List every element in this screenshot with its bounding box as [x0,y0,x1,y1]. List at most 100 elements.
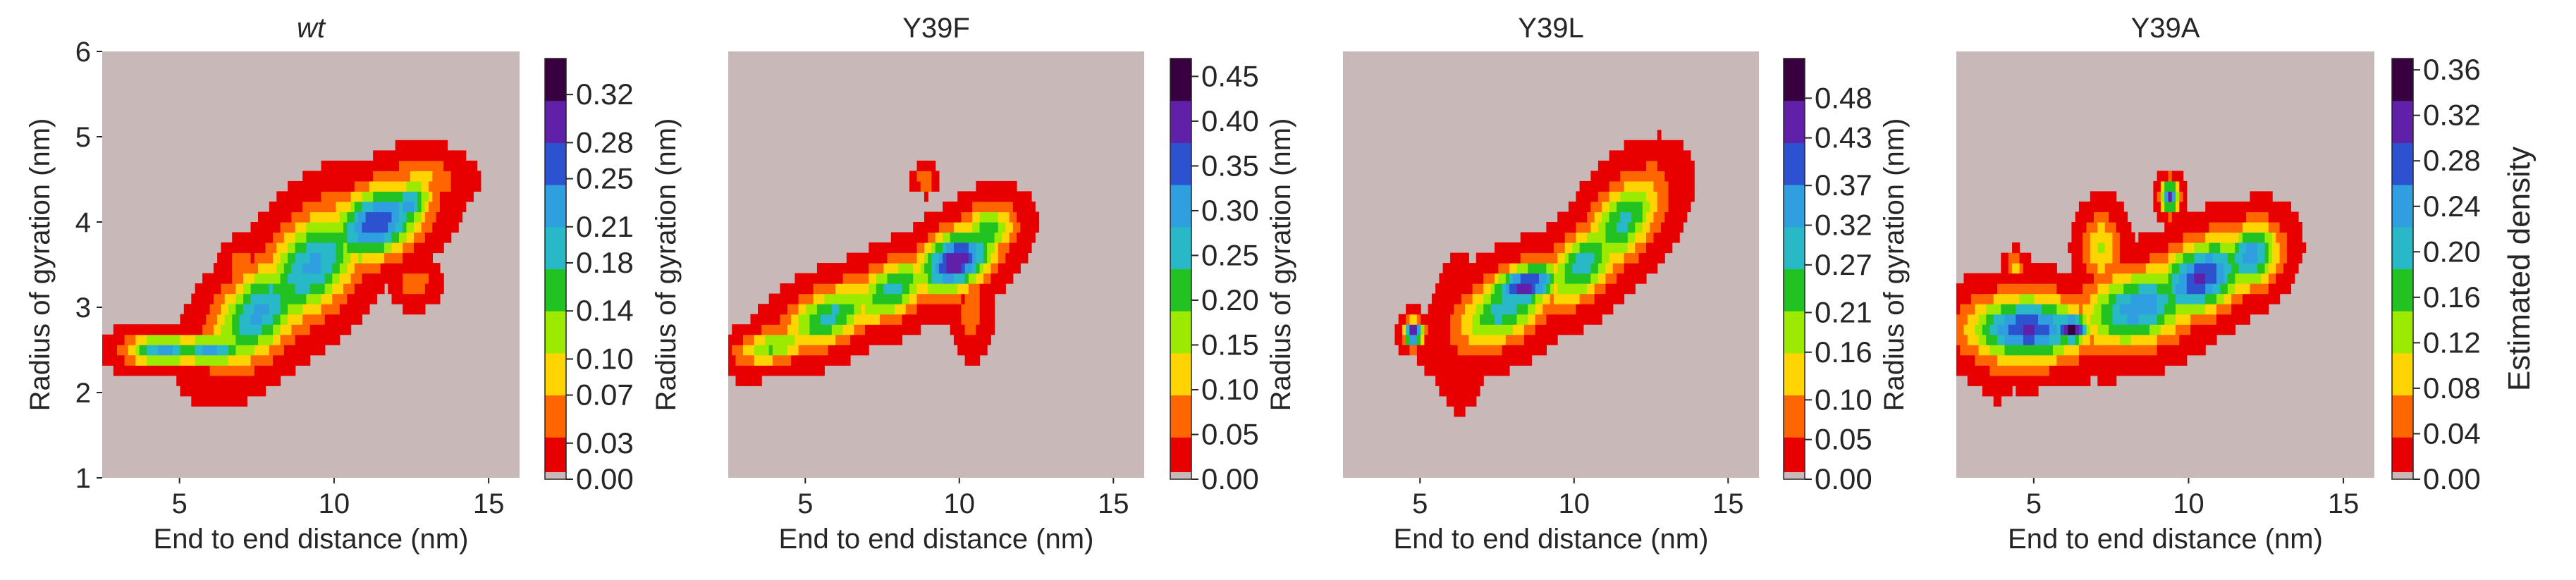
contour-cell [857,252,862,264]
contour-cell [2231,211,2235,223]
contour-cell [2157,345,2161,356]
contour-cell [1509,263,1514,274]
contour-cell [2153,252,2158,264]
contour-cell [1557,232,1562,243]
contour-cell [329,160,333,171]
contour-cell [324,283,329,295]
contour-cell [1579,263,1584,274]
contour-cell [417,273,422,284]
contour-cell [2290,252,2295,264]
contour-cell [280,354,285,366]
contour-cell [968,345,973,356]
contour-cell [2168,283,2173,295]
contour-cell [1528,232,1532,243]
contour-cell [1509,354,1514,366]
contour-cell [809,283,814,295]
contour-cell [191,385,196,397]
contour-cell [1624,242,1629,254]
contour-cell [1657,202,1662,213]
contour-cell [1594,191,1599,202]
contour-cell [358,191,362,202]
contour-cell [2001,365,2006,376]
contour-cell [2001,324,2006,335]
contour-cell [2183,345,2188,356]
contour-cell [1557,273,1562,284]
contour-cell [250,242,255,254]
contour-cell [313,263,318,274]
contour-cell [2027,375,2032,386]
contour-cell [869,293,873,304]
contour-cell [983,273,988,284]
contour-cell [2078,314,2083,325]
contour-cell [1624,180,1629,192]
contour-cell [1635,202,1640,213]
contour-cell [429,232,433,243]
contour-cell [1027,191,1032,202]
contour-cell [2157,283,2161,295]
contour-cell [410,171,415,182]
contour-cell [362,160,367,171]
contour-cell [2231,314,2235,325]
contour-cell [317,242,322,254]
contour-cell [987,273,991,284]
contour-cell [283,354,288,366]
contour-cell [2034,334,2039,345]
contour-cell [846,263,851,274]
contour-cell [447,180,452,192]
contour-cell [938,252,943,264]
contour-cell [1495,242,1499,254]
contour-cell [306,334,311,345]
contour-cell [291,252,296,264]
contour-cell [135,365,140,376]
contour-cell [421,283,426,295]
contour-cell [317,273,322,284]
contour-cell [324,273,329,284]
contour-cell [1561,242,1566,254]
contour-cell [872,293,877,304]
contour-cell [1561,222,1566,233]
contour-cell [1986,273,1991,284]
contour-cell [198,354,203,366]
contour-cell [343,180,348,192]
contour-cell [2078,273,2083,284]
contour-cell [380,232,385,243]
contour-cell [206,395,211,407]
contour-cell [1590,222,1595,233]
contour-cell [2257,222,2262,233]
contour-cell [191,304,196,315]
contour-cell [1956,304,1961,315]
contour-cell [1653,180,1658,192]
contour-cell [2023,375,2028,386]
contour-cell [2149,273,2154,284]
contour-cell [406,252,411,264]
contour-cell [291,263,296,274]
contour-cell [2090,293,2094,304]
contour-cell [883,304,888,315]
contour-cell [403,150,407,161]
contour-cell [291,365,296,376]
contour-cell [350,171,355,182]
contour-cell [2272,263,2276,274]
contour-cell [772,324,777,335]
contour-cell [2063,314,2068,325]
contour-cell [388,171,393,182]
contour-cell [964,334,969,345]
contour-cell [2168,202,2173,213]
contour-cell [857,263,862,274]
contour-cell [2160,354,2165,366]
contour-cell [1502,345,1507,356]
contour-cell [2176,232,2180,243]
contour-cell [380,202,385,213]
contour-cell [380,273,385,284]
contour-cell [824,283,829,295]
contour-cell [979,263,984,274]
contour-cell [883,242,888,254]
contour-cell [2194,283,2199,295]
contour-cell [235,314,240,325]
colorbar-tick-label: 0.28 [2423,144,2481,177]
contour-cell [321,252,326,264]
contour-cell [2078,202,2083,213]
contour-cell [450,211,455,223]
contour-cell [1597,293,1602,304]
contour-cell [2109,252,2113,264]
